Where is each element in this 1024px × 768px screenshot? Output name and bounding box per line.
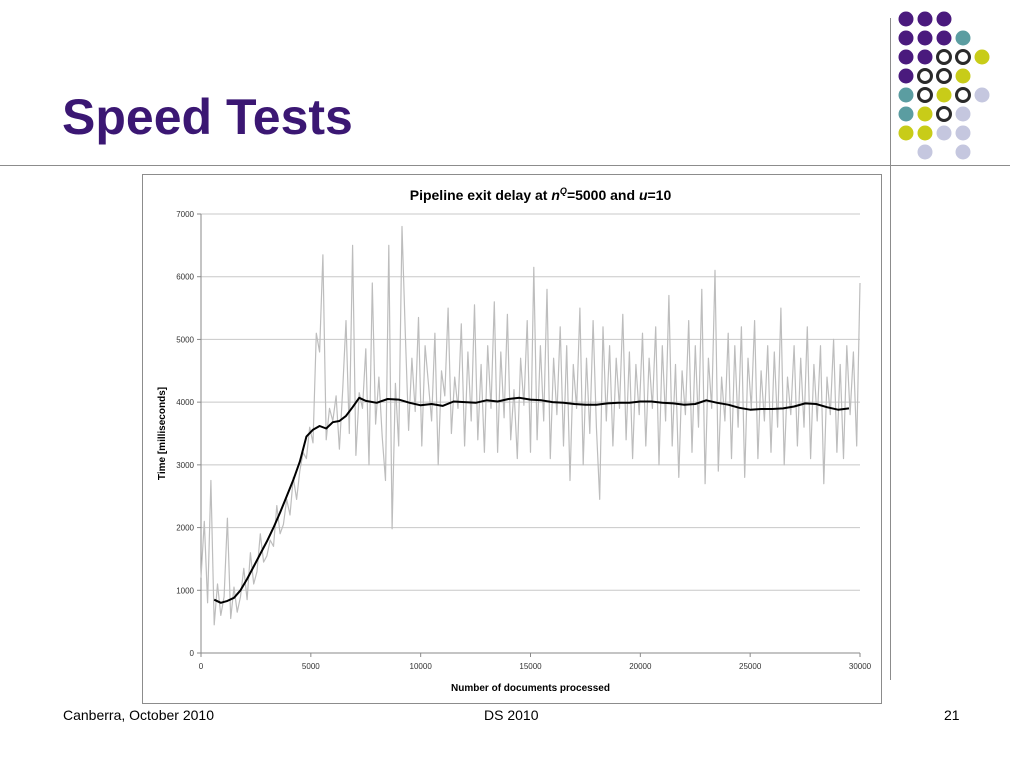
decor-ring xyxy=(955,87,971,103)
footer-location-date: Canberra, October 2010 xyxy=(63,707,214,723)
vertical-divider xyxy=(890,18,891,680)
decor-dot xyxy=(936,30,952,46)
decor-dot xyxy=(898,106,914,122)
y-axis-label: Time [milliseconds] xyxy=(157,387,168,480)
y-tick-label: 1000 xyxy=(176,586,194,595)
x-tick-label: 20000 xyxy=(629,662,652,671)
x-axis-label: Number of documents processed xyxy=(451,683,610,694)
chart-title: Pipeline exit delay at nQ=5000 and u=10 xyxy=(410,186,672,203)
decor-dot xyxy=(917,106,933,122)
decor-dot xyxy=(955,125,971,141)
decor-dot xyxy=(936,11,952,27)
title-divider xyxy=(0,165,1010,166)
y-tick-label: 2000 xyxy=(176,524,194,533)
y-tick-label: 6000 xyxy=(176,273,194,282)
decorative-dot-pattern xyxy=(898,11,990,160)
x-tick-label: 15000 xyxy=(519,662,542,671)
series-moving-average-line xyxy=(213,396,850,604)
decor-dot xyxy=(898,125,914,141)
y-tick-label: 0 xyxy=(190,649,195,658)
decor-dot xyxy=(974,49,990,65)
x-tick-label: 25000 xyxy=(739,662,762,671)
y-tick-label: 3000 xyxy=(176,461,194,470)
footer-page-number: 21 xyxy=(944,707,960,723)
decor-dot xyxy=(898,30,914,46)
x-tick-label: 10000 xyxy=(410,662,433,671)
decor-ring xyxy=(936,68,952,84)
decor-ring xyxy=(936,49,952,65)
series-raw-line xyxy=(200,225,861,626)
decor-ring xyxy=(917,68,933,84)
chart-frame: Pipeline exit delay at nQ=5000 and u=10 0… xyxy=(142,174,882,704)
y-tick-label: 4000 xyxy=(176,398,194,407)
decor-dot xyxy=(955,30,971,46)
decor-dot xyxy=(898,11,914,27)
x-tick-label: 30000 xyxy=(849,662,872,671)
decor-dot xyxy=(936,125,952,141)
footer-event: DS 2010 xyxy=(484,707,539,723)
y-tick-label: 5000 xyxy=(176,335,194,344)
decor-dot xyxy=(917,49,933,65)
decor-dot xyxy=(974,87,990,103)
decor-dot xyxy=(917,125,933,141)
decor-dot xyxy=(955,68,971,84)
decor-dot xyxy=(898,68,914,84)
decor-dot xyxy=(917,11,933,27)
x-tick-label: 0 xyxy=(199,662,204,671)
decor-dot xyxy=(898,87,914,103)
decor-dot xyxy=(917,30,933,46)
decor-ring xyxy=(936,106,952,122)
slide-title: Speed Tests xyxy=(62,89,353,145)
decor-ring xyxy=(917,87,933,103)
decor-dot xyxy=(955,106,971,122)
decor-dot xyxy=(936,87,952,103)
x-tick-label: 5000 xyxy=(302,662,320,671)
decor-dot xyxy=(898,49,914,65)
decor-ring xyxy=(955,49,971,65)
decor-dot xyxy=(917,144,933,160)
chart: Pipeline exit delay at nQ=5000 and u=10 0… xyxy=(157,186,872,694)
decor-dot xyxy=(955,144,971,160)
y-tick-label: 7000 xyxy=(176,210,194,219)
